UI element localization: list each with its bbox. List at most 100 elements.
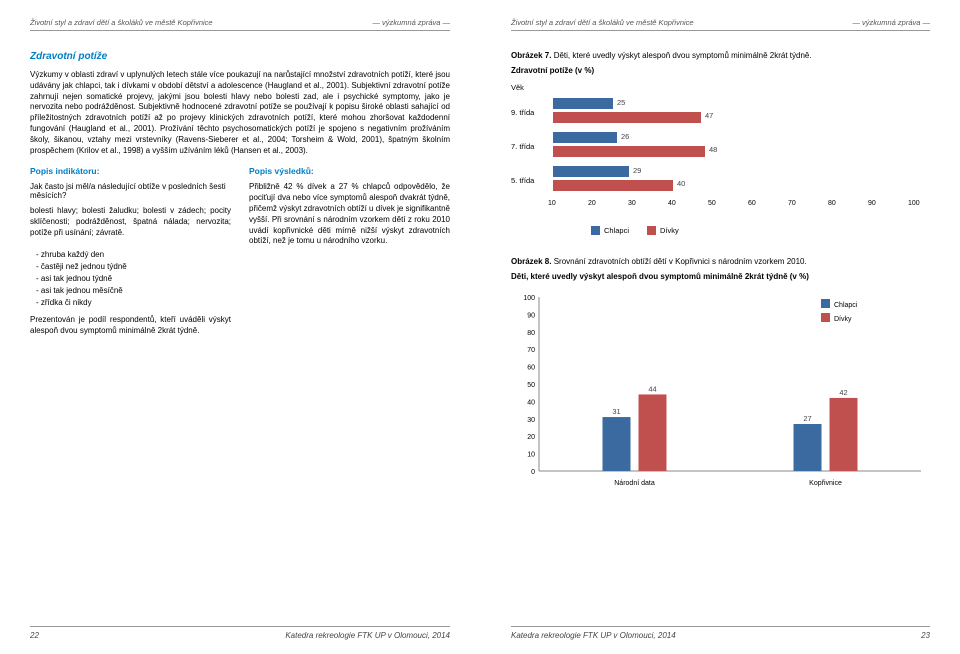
page-number: 23 bbox=[921, 631, 930, 640]
indicator-heading: Popis indikátoru: bbox=[30, 166, 231, 176]
bar bbox=[603, 417, 631, 471]
axis-tick: 40 bbox=[668, 200, 676, 207]
fig7-caption-num: Obrázek 7. bbox=[511, 51, 551, 60]
fig7-legend: Chlapci Dívky bbox=[591, 226, 930, 235]
page-number: 22 bbox=[30, 631, 39, 640]
bar-value: 42 bbox=[839, 388, 847, 397]
category-label: Kopřivnice bbox=[809, 480, 842, 487]
axis-tick: 20 bbox=[588, 200, 596, 207]
section-heading: Zdravotní potíže bbox=[30, 51, 450, 62]
legend-label: Dívky bbox=[834, 316, 852, 323]
legend-item: Chlapci bbox=[591, 226, 629, 235]
hbar-girls bbox=[553, 112, 701, 123]
bar-value: 27 bbox=[803, 414, 811, 423]
legend-swatch bbox=[591, 226, 600, 235]
footer-right: Katedra rekreologie FTK UP v Olomouci, 2… bbox=[511, 626, 930, 640]
axis-tick: 60 bbox=[527, 365, 535, 372]
list-item: - asi tak jednou měsíčně bbox=[36, 285, 231, 297]
bar-value: 31 bbox=[612, 407, 620, 416]
hbar-xaxis: 102030405060708090100 bbox=[553, 200, 913, 212]
hbar-track: 29 40 bbox=[553, 166, 930, 194]
indicator-question: Jak často jsi měl/a následující obtíže v… bbox=[30, 182, 231, 200]
indicator-items: bolesti hlavy; bolesti žaludku; bolesti … bbox=[30, 206, 231, 238]
hbar-boys bbox=[553, 166, 629, 177]
hbar-track: 25 47 bbox=[553, 98, 930, 126]
list-item: - asi tak jednou týdně bbox=[36, 273, 231, 285]
footer-left: 22 Katedra rekreologie FTK UP v Olomouci… bbox=[30, 626, 450, 640]
hbar-girls bbox=[553, 146, 705, 157]
legend-swatch bbox=[821, 313, 830, 322]
column-indicator: Popis indikátoru: Jak často jsi měl/a ná… bbox=[30, 166, 231, 346]
fig7-ylabel: Věk bbox=[511, 83, 930, 92]
bar-value: 44 bbox=[648, 384, 656, 393]
hbar-category-label: 9. třída bbox=[511, 108, 553, 117]
axis-tick: 30 bbox=[527, 417, 535, 424]
hbar-value: 48 bbox=[709, 145, 717, 154]
page-header-left: Životní styl a zdraví dětí a školáků ve … bbox=[30, 18, 450, 31]
indicator-options: - zhruba každý den - častěji než jednou … bbox=[30, 249, 231, 309]
legend-label: Chlapci bbox=[604, 226, 629, 235]
axis-tick: 70 bbox=[527, 347, 535, 354]
fig8-caption: Obrázek 8. Srovnání zdravotních obtíží d… bbox=[511, 257, 930, 266]
hbar-row: 5. třída 29 40 bbox=[511, 166, 930, 194]
hbar-category-label: 7. třída bbox=[511, 142, 553, 151]
hbar-value: 29 bbox=[633, 166, 641, 175]
hbar-value: 47 bbox=[705, 111, 713, 120]
bar bbox=[794, 424, 822, 471]
hbar-value: 25 bbox=[617, 98, 625, 107]
hbar-boys bbox=[553, 98, 613, 109]
header-report: — výzkumná zpráva — bbox=[372, 18, 450, 27]
hbar-girls bbox=[553, 180, 673, 191]
header-report: — výzkumná zpráva — bbox=[852, 18, 930, 27]
axis-tick: 70 bbox=[788, 200, 796, 207]
axis-tick: 100 bbox=[908, 200, 920, 207]
axis-tick: 80 bbox=[828, 200, 836, 207]
axis-tick: 10 bbox=[548, 200, 556, 207]
list-item: - častěji než jednou týdně bbox=[36, 261, 231, 273]
header-title: Životní styl a zdraví dětí a školáků ve … bbox=[30, 18, 213, 27]
legend-swatch bbox=[647, 226, 656, 235]
results-heading: Popis výsledků: bbox=[249, 166, 450, 176]
axis-tick: 0 bbox=[531, 469, 535, 476]
results-text: Přibližně 42 % dívek a 27 % chlapců odpo… bbox=[249, 182, 450, 247]
legend-label: Dívky bbox=[660, 226, 679, 235]
column-results: Popis výsledků: Přibližně 42 % dívek a 2… bbox=[249, 166, 450, 346]
intro-paragraph: Výzkumy v oblasti zdraví v uplynulých le… bbox=[30, 70, 450, 156]
fig8-caption-num: Obrázek 8. bbox=[511, 257, 551, 266]
list-item: - zhruba každý den bbox=[36, 249, 231, 261]
header-title: Životní styl a zdraví dětí a školáků ve … bbox=[511, 18, 694, 27]
axis-tick: 50 bbox=[527, 382, 535, 389]
hbar-value: 26 bbox=[621, 132, 629, 141]
footer-credit: Katedra rekreologie FTK UP v Olomouci, 2… bbox=[511, 631, 676, 640]
hbar-boys bbox=[553, 132, 617, 143]
axis-tick: 40 bbox=[527, 399, 535, 406]
category-label: Národní data bbox=[614, 480, 655, 487]
hbar-row: 7. třída 26 48 bbox=[511, 132, 930, 160]
list-item: - zřídka či nikdy bbox=[36, 297, 231, 309]
axis-tick: 50 bbox=[708, 200, 716, 207]
fig7-caption: Obrázek 7. Děti, které uvedly výskyt ale… bbox=[511, 51, 930, 60]
axis-tick: 20 bbox=[527, 434, 535, 441]
hbar-value: 40 bbox=[677, 179, 685, 188]
fig8-subtitle: Děti, které uvedly výskyt alespoň dvou s… bbox=[511, 272, 930, 281]
right-page: Životní styl a zdraví dětí a školáků ve … bbox=[480, 0, 960, 654]
axis-tick: 90 bbox=[868, 200, 876, 207]
hbar-category-label: 5. třída bbox=[511, 176, 553, 185]
hbar-track: 26 48 bbox=[553, 132, 930, 160]
axis-tick: 10 bbox=[527, 452, 535, 459]
left-page: Životní styl a zdraví dětí a školáků ve … bbox=[0, 0, 480, 654]
fig7-caption-text: Děti, které uvedly výskyt alespoň dvou s… bbox=[554, 51, 812, 60]
bar bbox=[830, 398, 858, 471]
axis-tick: 30 bbox=[628, 200, 636, 207]
legend-item: Dívky bbox=[647, 226, 679, 235]
indicator-footnote: Prezentován je podíl respondentů, kteří … bbox=[30, 315, 231, 337]
bar bbox=[639, 394, 667, 471]
axis-tick: 60 bbox=[748, 200, 756, 207]
fig8-chart: 01020304050607080901003144Národní data27… bbox=[511, 289, 931, 499]
two-column-area: Popis indikátoru: Jak často jsi měl/a ná… bbox=[30, 166, 450, 346]
axis-tick: 80 bbox=[527, 330, 535, 337]
footer-credit: Katedra rekreologie FTK UP v Olomouci, 2… bbox=[285, 631, 450, 640]
fig8-caption-text: Srovnání zdravotních obtíží dětí v Kopři… bbox=[554, 257, 807, 266]
axis-tick: 90 bbox=[527, 312, 535, 319]
fig7-subtitle: Zdravotní potíže (v %) bbox=[511, 66, 930, 75]
